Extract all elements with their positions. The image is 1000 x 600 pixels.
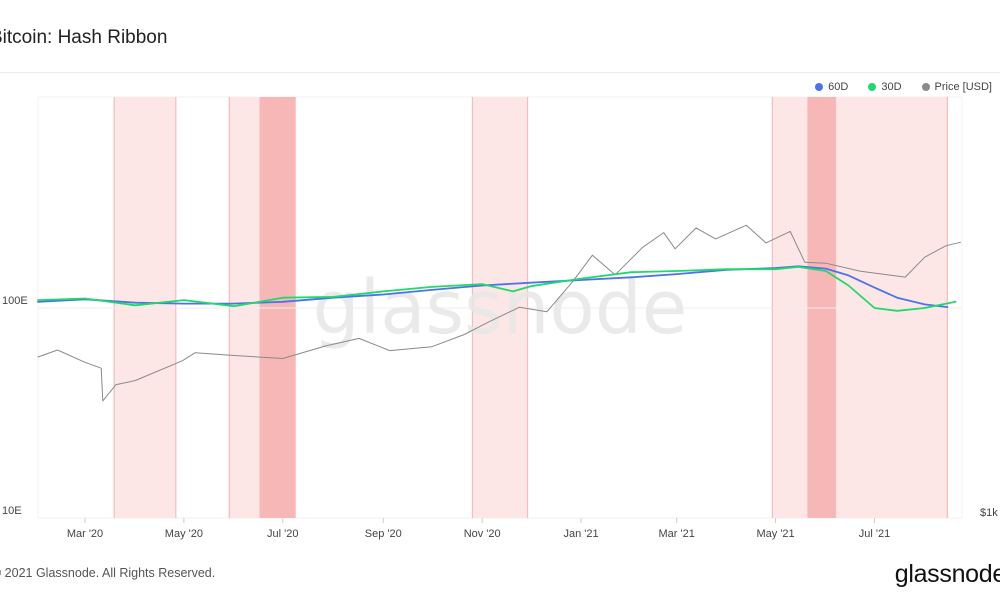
y-tick-label: 10E	[2, 505, 22, 517]
series-line-30d	[37, 266, 957, 312]
legend-label-30d: 30D	[881, 81, 902, 93]
x-tick-label: May '20	[165, 528, 203, 540]
series-line-price	[37, 224, 961, 402]
legend-dot-30d	[868, 83, 877, 91]
legend-label-60d: 60D	[828, 81, 849, 93]
x-tick-label: Sep '20	[365, 528, 402, 540]
x-tick-label: Jul '21	[859, 528, 890, 540]
x-tick-label: Jan '21	[563, 528, 598, 540]
x-axis: Mar '20 May '20 Jul '20 Sep '20 Nov '20 Jan '…	[67, 518, 890, 540]
right-axis: $1k	[980, 507, 998, 519]
header-divider	[0, 72, 1000, 73]
legend-item-price[interactable]: Price [USD]	[921, 81, 992, 93]
chart-series	[37, 224, 961, 402]
x-tick-label: Jul '20	[267, 528, 298, 540]
left-axis: 10E 100E	[2, 295, 28, 517]
x-tick-label: Mar '20	[67, 528, 103, 540]
footer-copyright: © 2021 Glassnode. All Rights Reserved.	[0, 566, 216, 580]
legend-dot-60d	[815, 83, 824, 91]
legend-label-price: Price [USD]	[934, 81, 992, 93]
y-tick-label: 100E	[2, 295, 28, 307]
x-tick-label: May '21	[756, 528, 794, 540]
page-title: Bitcoin: Hash Ribbon	[0, 27, 168, 48]
y-right-tick-label: $1k	[980, 507, 998, 519]
legend-item-60d[interactable]: 60D	[815, 81, 848, 93]
x-tick-label: Mar '21	[659, 528, 695, 540]
chart-watermark: glassnode	[313, 265, 688, 351]
legend-item-30d[interactable]: 30D	[868, 81, 902, 93]
x-tick-label: Nov '20	[464, 528, 501, 540]
legend-dot-price	[921, 83, 930, 91]
chart-legend: 60D 30D Price [USD]	[815, 81, 992, 93]
footer-logo: glassnode	[894, 560, 1000, 588]
